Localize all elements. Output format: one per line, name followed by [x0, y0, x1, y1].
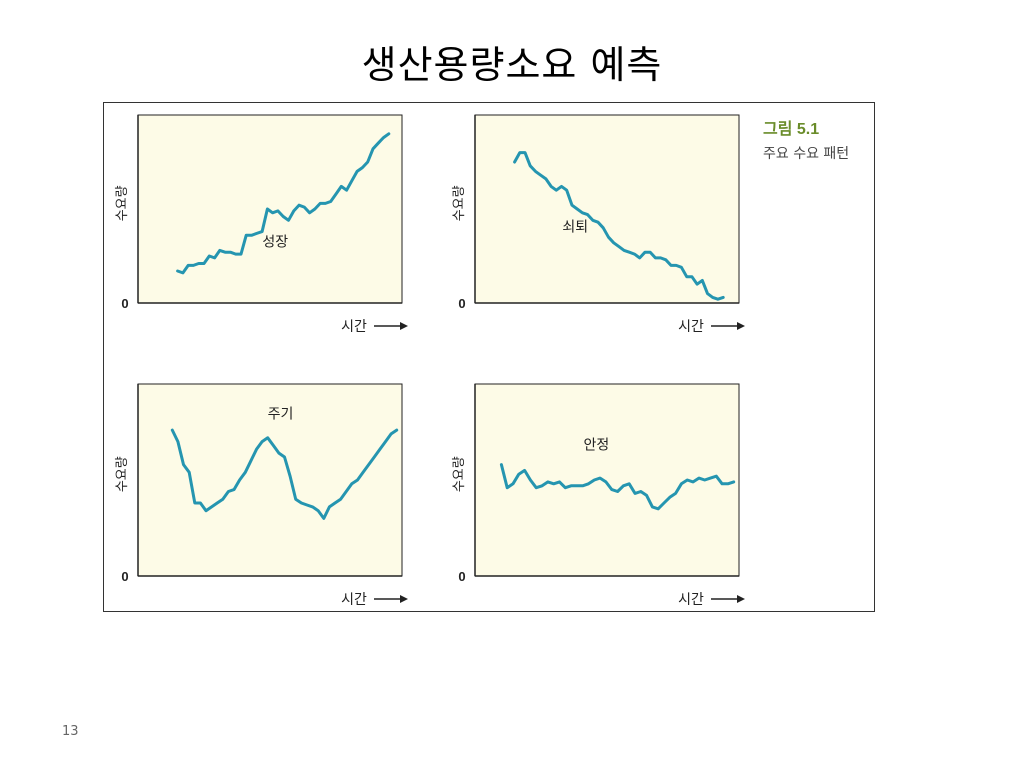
chart-2-plot-area — [474, 114, 740, 304]
chart-3-demand-line — [170, 428, 399, 520]
chart-2-y-zero-tick: 0 — [458, 296, 465, 311]
chart-3-y-zero-tick: 0 — [121, 569, 128, 584]
chart-2-demand-line — [513, 151, 725, 301]
chart-4-y-zero-tick: 0 — [458, 569, 465, 584]
chart-2-y-axis-label: 수요량 — [452, 185, 467, 221]
chart-1-y-axis-label: 수요량 — [115, 185, 130, 221]
chart-1-x-arrow-icon — [400, 322, 408, 330]
chart-4-x-axis-label: 시간 — [678, 592, 704, 608]
chart-1-x-axis-label: 시간 — [341, 319, 367, 335]
chart-3-y-axis-label: 수요량 — [115, 456, 130, 492]
chart-4-demand-line — [499, 463, 736, 511]
chart-1-plot-area — [137, 114, 403, 304]
chart-4-y-axis-label: 수요량 — [452, 456, 467, 492]
chart-3-x-axis-label: 시간 — [341, 592, 367, 608]
slide-title: 생산용량소요 예측 — [361, 43, 663, 87]
chart-3-x-arrow-icon — [400, 595, 408, 603]
chart-4-x-arrow-icon — [737, 595, 745, 603]
chart-4-pattern-label: 안정 — [584, 437, 610, 453]
chart-2-x-axis-label: 시간 — [678, 319, 704, 335]
chart-2-x-arrow-icon — [737, 322, 745, 330]
chart-2-pattern-label: 쇠퇴 — [562, 220, 588, 236]
chart-1-pattern-label: 성장 — [262, 235, 288, 251]
page-number: 13 — [62, 724, 79, 739]
figure-caption-number: 그림 5.1 — [763, 121, 820, 138]
figure-caption-text: 주요 수요 패턴 — [763, 146, 850, 162]
chart-1-demand-line — [176, 132, 391, 275]
chart-3-pattern-label: 주기 — [268, 407, 294, 423]
chart-1-y-zero-tick: 0 — [121, 296, 128, 311]
